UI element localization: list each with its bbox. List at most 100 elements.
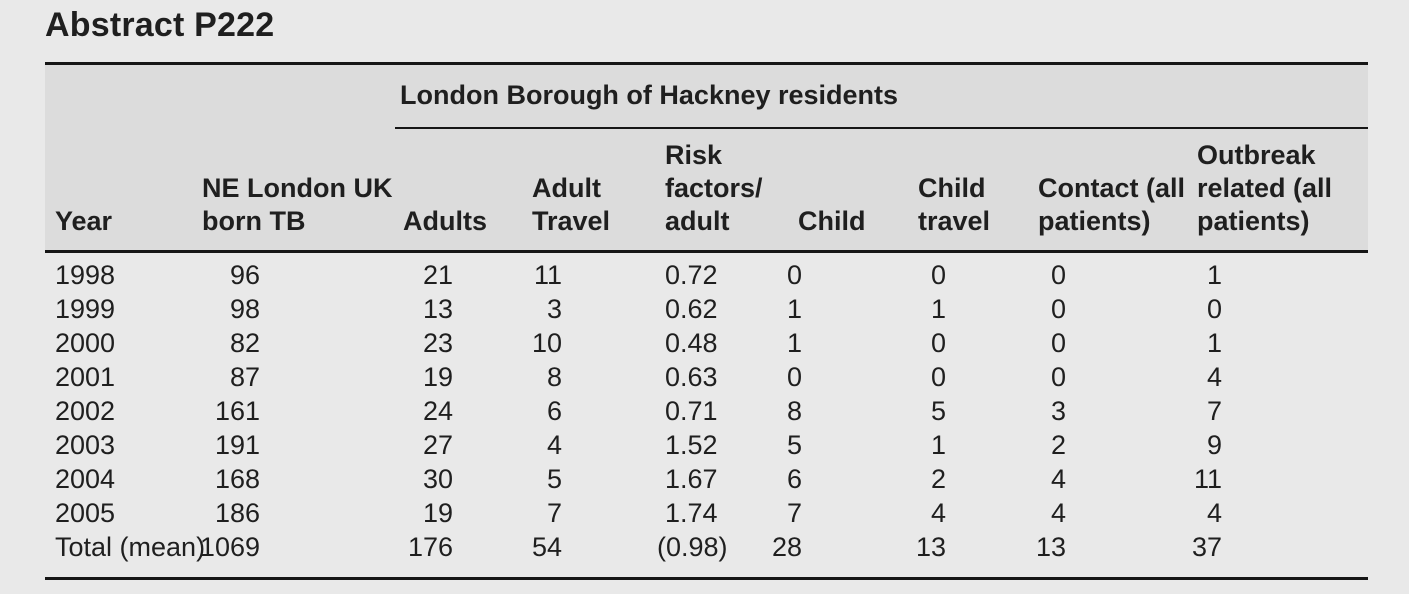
- table-cell: 7: [527, 496, 655, 530]
- cell-value: 186: [214, 498, 260, 528]
- table-cell: 3: [527, 292, 655, 326]
- cell-value: 7: [786, 498, 802, 528]
- table-cell: 24: [395, 394, 527, 428]
- cell-value: 3: [1050, 396, 1066, 426]
- column-header-child: Child: [770, 128, 912, 253]
- table-cell: 2: [1030, 428, 1190, 462]
- cell-value: 54: [531, 532, 562, 562]
- table-cell: 4: [1030, 462, 1190, 496]
- table-cell: 11: [1190, 462, 1368, 496]
- table-cell: 13: [1030, 530, 1190, 579]
- cell-value: 7: [546, 498, 562, 528]
- table-cell: 6: [770, 462, 912, 496]
- table-cell: 1.67: [655, 462, 770, 496]
- table-cell: 0: [912, 252, 1030, 293]
- data-table: London Borough of Hackney residents Year…: [45, 62, 1369, 580]
- cell-value: 5: [546, 464, 562, 494]
- column-header-risk-factors-adult: Risk factors/ adult: [655, 128, 770, 253]
- table-cell: 0: [912, 326, 1030, 360]
- table-cell: 4: [912, 496, 1030, 530]
- cell-value: 23: [422, 328, 453, 358]
- cell-value: 3: [546, 294, 562, 324]
- table-cell: 1: [1190, 326, 1368, 360]
- table-cell: 98: [190, 292, 395, 326]
- table-cell: 2003: [45, 428, 190, 462]
- table-cell: 2001: [45, 360, 190, 394]
- cell-value: 0.71: [665, 396, 718, 426]
- group-header-label: London Borough of Hackney residents: [400, 80, 899, 110]
- table-cell: 0: [1030, 326, 1190, 360]
- table-cell: 82: [190, 326, 395, 360]
- column-header-ne-london-uk-born-tb: NE London UK born TB: [190, 128, 395, 253]
- cell-value: 1: [786, 294, 802, 324]
- page-title: Abstract P222: [45, 6, 275, 44]
- table-cell: 0: [1030, 292, 1190, 326]
- column-header-year: Year: [45, 128, 190, 253]
- cell-value: 98: [229, 294, 260, 324]
- cell-value: 6: [786, 464, 802, 494]
- cell-value: 1: [1206, 260, 1222, 290]
- table-cell: 168: [190, 462, 395, 496]
- table-row: 2000 82 23 10 0.48 1 0 0 1: [45, 326, 1368, 360]
- cell-value: 0.72: [665, 260, 718, 290]
- table-cell: 1: [770, 292, 912, 326]
- cell-value: 0: [1050, 260, 1066, 290]
- cell-value: 176: [407, 532, 453, 562]
- cell-value: 24: [422, 396, 453, 426]
- cell-value: 2000: [55, 328, 116, 358]
- cell-value: 7: [1206, 396, 1222, 426]
- table-cell: 54: [527, 530, 655, 579]
- column-header-adult-travel: Adult Travel: [527, 128, 655, 253]
- cell-value: 4: [1050, 464, 1066, 494]
- table-cell: 0.62: [655, 292, 770, 326]
- table-row: 2002 161 24 6 0.71 8 5 3 7: [45, 394, 1368, 428]
- table-row: 2001 87 19 8 0.63 0 0 0 4: [45, 360, 1368, 394]
- cell-value: 37: [1191, 532, 1222, 562]
- cell-value: 1: [930, 294, 946, 324]
- table-cell: 23: [395, 326, 527, 360]
- cell-value: 13: [422, 294, 453, 324]
- table-cell: 0: [770, 252, 912, 293]
- column-header-adults: Adults: [395, 128, 527, 253]
- cell-value: 2003: [55, 430, 116, 460]
- table-row: 1998 96 21 11 0.72 0 0 0 1: [45, 252, 1368, 293]
- cell-value: 0: [930, 328, 946, 358]
- table-cell: 4: [1190, 360, 1368, 394]
- table-row: 2003 191 27 4 1.52 5 1 2 9: [45, 428, 1368, 462]
- table-cell: 13: [912, 530, 1030, 579]
- cell-value: 0.62: [665, 294, 718, 324]
- cell-value: 2004: [55, 464, 116, 494]
- cell-value: 13: [1035, 532, 1066, 562]
- cell-value: 4: [1206, 498, 1222, 528]
- group-header: London Borough of Hackney residents: [395, 63, 1369, 129]
- cell-value: 161: [214, 396, 260, 426]
- table-cell: 8: [527, 360, 655, 394]
- table-cell: 37: [1190, 530, 1368, 579]
- table-cell: 2000: [45, 326, 190, 360]
- cell-value: 0: [930, 260, 946, 290]
- cell-value: 30: [422, 464, 453, 494]
- cell-value: 11: [1193, 464, 1222, 494]
- table-cell: 4: [527, 428, 655, 462]
- cell-value: 168: [214, 464, 260, 494]
- table-cell: 87: [190, 360, 395, 394]
- table-cell: 1999: [45, 292, 190, 326]
- table-cell: 19: [395, 496, 527, 530]
- cell-value: 27: [422, 430, 453, 460]
- column-header-child-travel: Child travel: [912, 128, 1030, 253]
- cell-value: 19: [422, 498, 453, 528]
- cell-value: 0: [1050, 328, 1066, 358]
- cell-value: 4: [546, 430, 562, 460]
- table-cell: 0: [770, 360, 912, 394]
- cell-value: 8: [786, 396, 802, 426]
- table-cell: (0.98): [655, 530, 770, 579]
- table-row: 2004 168 30 5 1.67 6 2 4 11: [45, 462, 1368, 496]
- table-cell: 0: [912, 360, 1030, 394]
- table-cell: 1.52: [655, 428, 770, 462]
- cell-value: Total (mean): [55, 532, 206, 562]
- table-cell: 1998: [45, 252, 190, 293]
- cell-value: (0.98): [657, 532, 728, 562]
- table-cell: 0: [1030, 252, 1190, 293]
- table-cell: 8: [770, 394, 912, 428]
